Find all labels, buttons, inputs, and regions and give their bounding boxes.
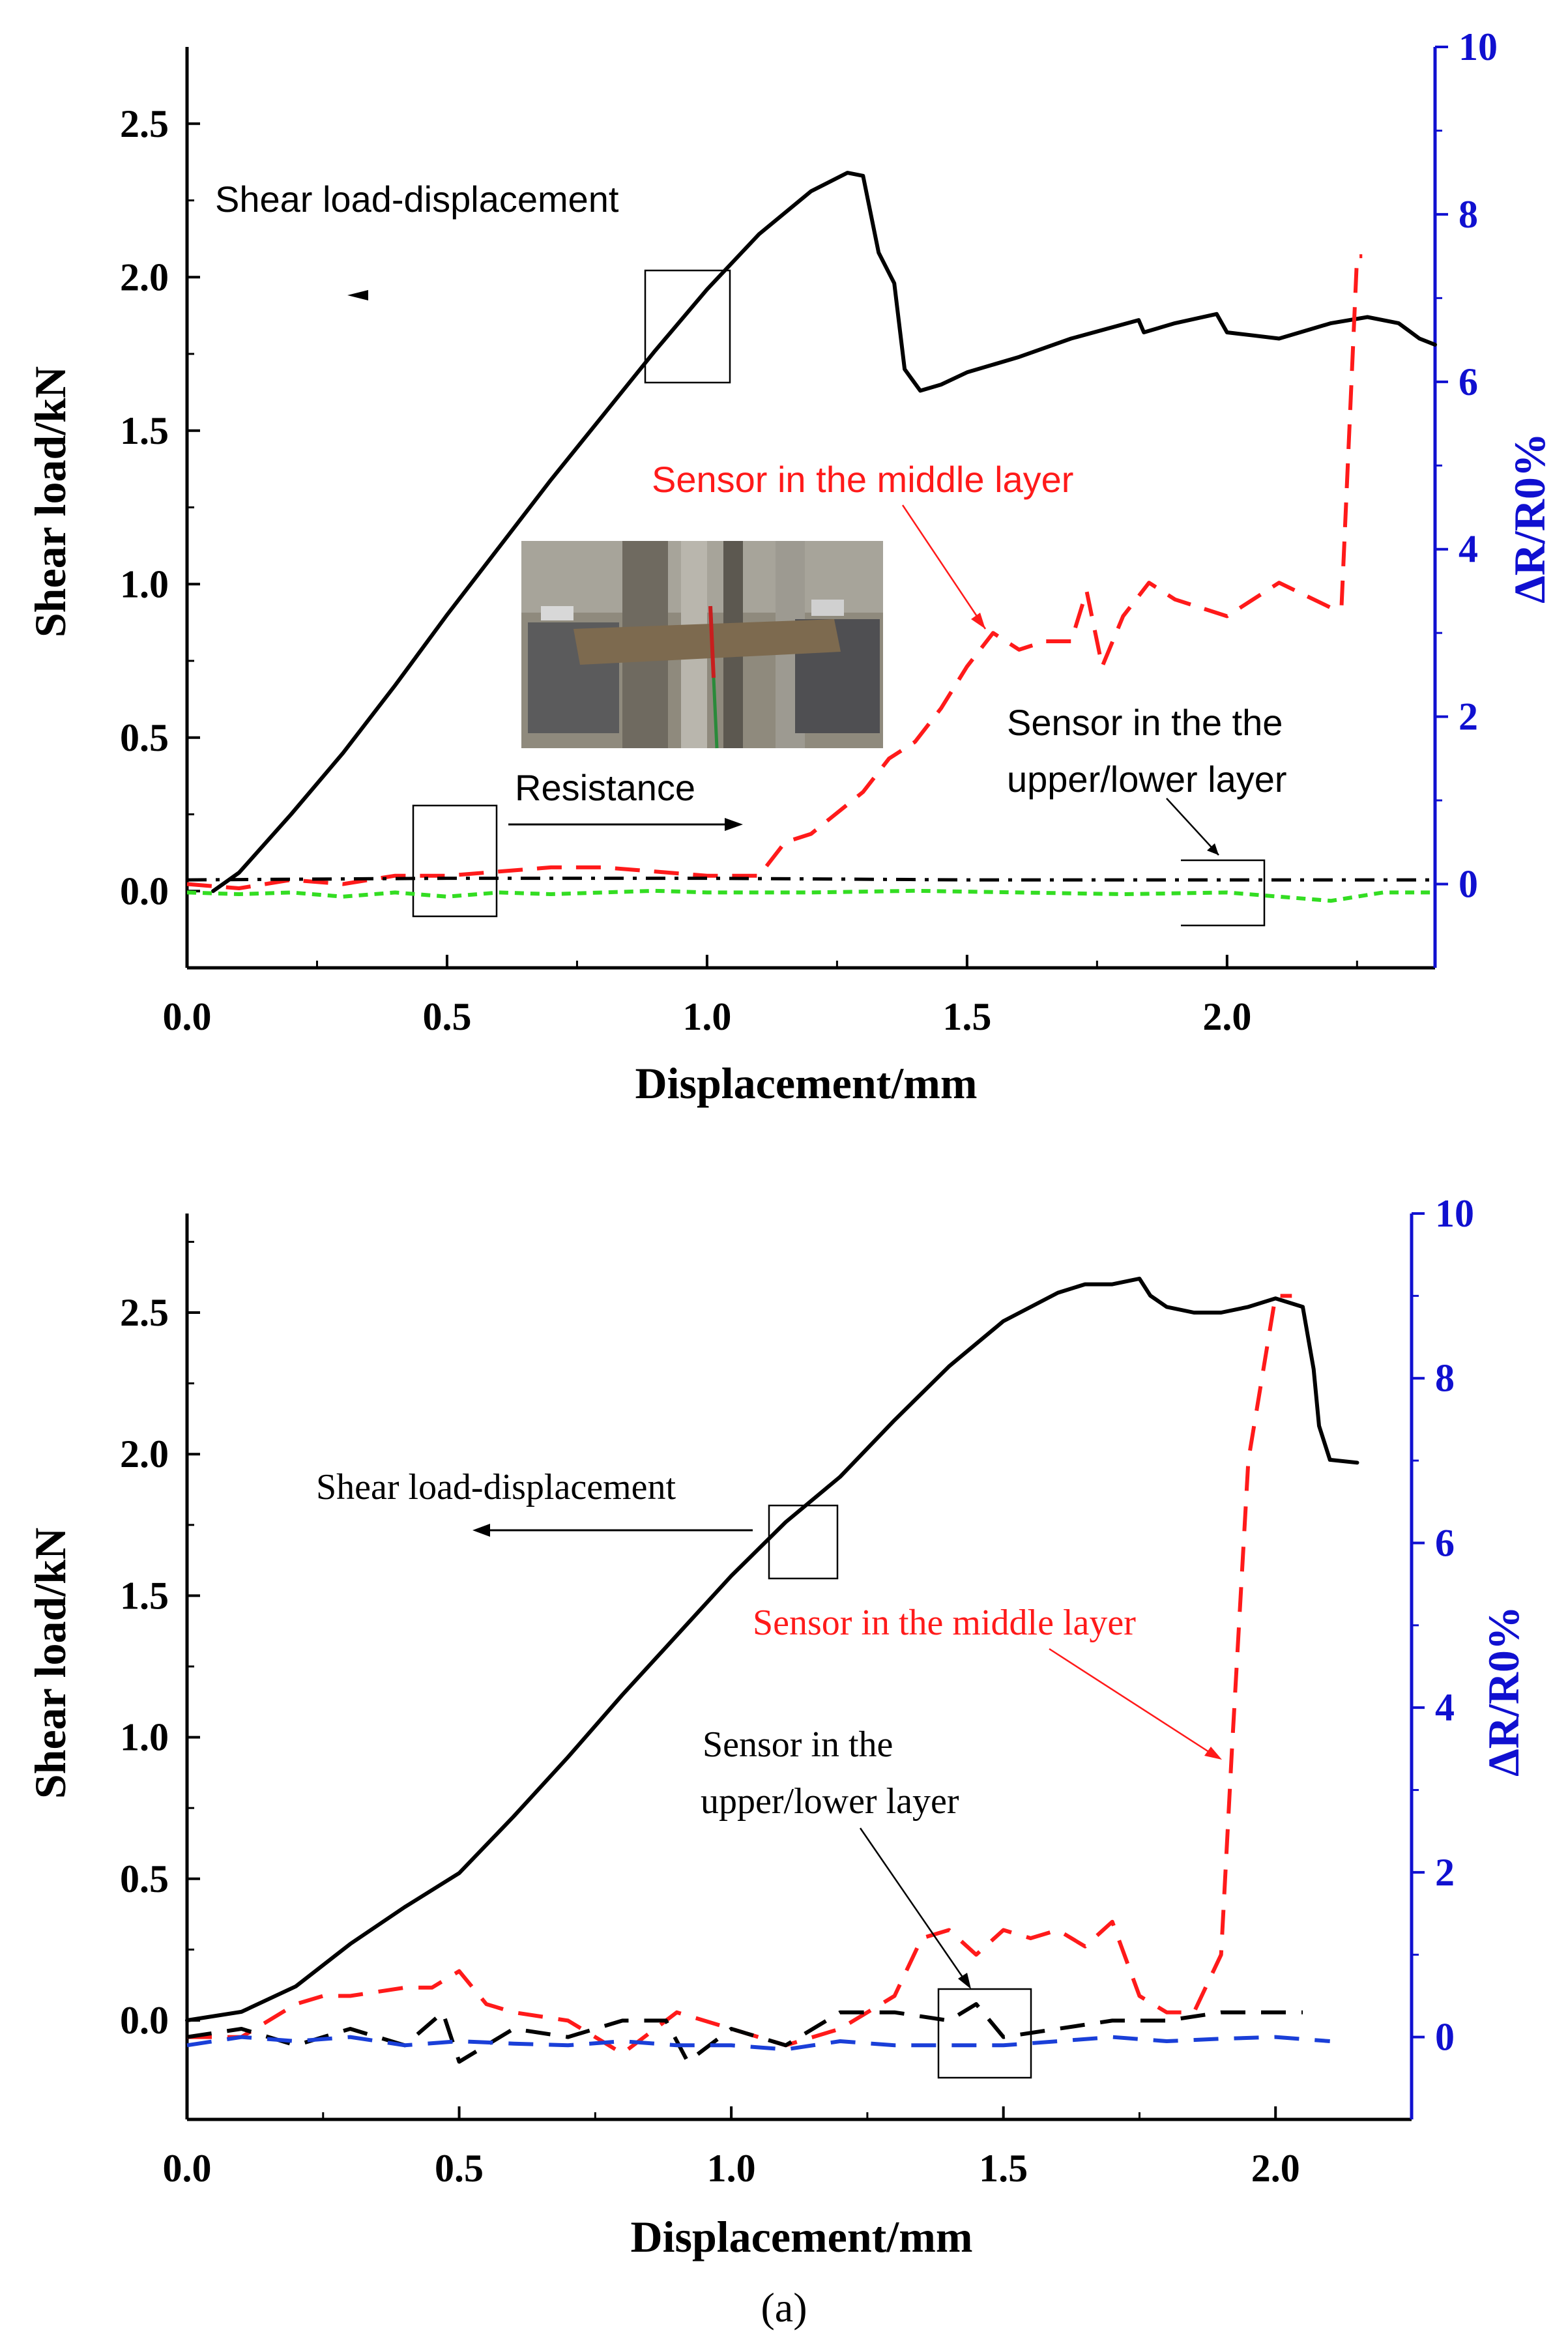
bottom-load-arrow-icon (472, 1524, 753, 1537)
top-load-arrow-icon (347, 290, 368, 300)
top-middle-annotation: Sensor in the middle layer (652, 459, 1073, 500)
top-resistance-arrow-icon (508, 818, 743, 831)
top-middle-layer-sensor-curve (186, 254, 1363, 890)
top-y2-tick-label: 4 (1459, 528, 1478, 571)
bottom-outer-annotation-line2: upper/lower layer (701, 1781, 959, 1822)
top-series-layer (186, 171, 1437, 903)
top-y2-tick-label: 8 (1459, 193, 1478, 236)
top-y-tick-label: 0.5 (120, 716, 169, 759)
top-shear-load-curve (211, 171, 1437, 894)
top-x-axis-title: Displacement/mm (635, 1058, 977, 1108)
top-outer-annotation-line1: Sensor in the the (1007, 702, 1283, 743)
bottom-x-tick-label: 0.5 (435, 2147, 484, 2190)
bottom-x-tick-label: 1.0 (707, 2147, 756, 2190)
bottom-outer-layer-sensor-curve (186, 2002, 1303, 2064)
bottom-y2-tick-label: 2 (1435, 1851, 1455, 1894)
bottom-chart: 0.0 0.5 1.0 1.5 2.0 0.0 0.5 1.0 1.5 2.0 2.5 0 2 4 6 8 10… (25, 1192, 1528, 2261)
top-y-tick-label: 2.0 (120, 255, 169, 298)
top-y2-tick-label: 0 (1459, 863, 1478, 906)
bottom-middle-annotation: Sensor in the middle layer (753, 1603, 1136, 1643)
bottom-outer-layer-sensor-curve-2 (186, 2035, 1330, 2052)
bottom-y-tick-label: 0.5 (120, 1857, 169, 1900)
top-outer-layer-sensor-curve (186, 877, 1435, 882)
top-y2-axis-title: ΔR/R0% (1505, 433, 1554, 603)
figure-caption: (a) (761, 2284, 807, 2331)
top-resistance-annotation: Resistance (515, 767, 695, 808)
bottom-plot-frame (185, 1214, 1414, 2121)
bottom-y2-axis-title: ΔR/R0% (1479, 1606, 1528, 1777)
bottom-y2-tick-label: 0 (1435, 2016, 1455, 2059)
bottom-y-tick-label: 1.5 (120, 1574, 169, 1617)
top-x-tick-label: 1.5 (942, 995, 991, 1038)
bottom-y2-tick-label: 6 (1435, 1521, 1455, 1564)
bottom-shear-load-curve (185, 1276, 1359, 2022)
bottom-y-tick-label: 2.5 (120, 1291, 169, 1334)
bottom-x-axis-title: Displacement/mm (630, 2212, 972, 2261)
bottom-y2-tick-label: 8 (1435, 1357, 1455, 1400)
top-outer-layer-sensor-curve-2 (186, 888, 1435, 903)
bottom-series-layer (185, 1276, 1359, 2064)
bottom-y2-tick-label: 4 (1435, 1686, 1455, 1729)
top-x-tick-label: 0.0 (163, 995, 212, 1038)
top-y2-tick-label: 10 (1459, 25, 1498, 68)
bottom-tick-marks (186, 1212, 1425, 2119)
top-x-tick-label: 0.5 (422, 995, 471, 1038)
top-x-tick-label: 1.0 (682, 995, 731, 1038)
top-chart: 0.0 0.5 1.0 1.5 2.0 0.0 0.5 1.0 1.5 2.0 2.5 0 2 4 6 8 10 (25, 25, 1554, 1108)
bottom-x-tick-label: 2.0 (1251, 2147, 1300, 2190)
top-y-tick-label: 2.5 (120, 102, 169, 145)
bottom-load-annotation: Shear load-displacement (316, 1467, 676, 1507)
bottom-outer-annotation-line1: Sensor in the (703, 1724, 893, 1765)
inset-specimen-photo (521, 541, 883, 749)
top-annotation-boxes (412, 269, 1266, 927)
bottom-middle-layer-sensor-curve (187, 1294, 1292, 2056)
top-outer-annotation-line2: upper/lower layer (1007, 759, 1287, 800)
bottom-middle-arrow-icon (1049, 1648, 1222, 1760)
bottom-y-tick-label: 2.0 (120, 1432, 169, 1476)
top-tick-labels: 0.0 0.5 1.0 1.5 2.0 0.0 0.5 1.0 1.5 2.0 2.5 0 2 4 6 8 10 (120, 25, 1498, 1038)
top-y-tick-label: 1.0 (120, 562, 169, 605)
bottom-y-tick-label: 1.0 (120, 1716, 169, 1759)
bottom-tick-labels: 0.0 0.5 1.0 1.5 2.0 0.0 0.5 1.0 1.5 2.0 2.5 0 2 4 6 8 10 (120, 1192, 1474, 2190)
top-load-annotation: Shear load-displacement (215, 179, 619, 220)
bottom-outer-arrow-icon (859, 1827, 971, 1989)
top-outer-arrow-icon (1166, 798, 1219, 856)
top-y-tick-label: 1.5 (120, 409, 169, 452)
bottom-y-tick-label: 0.0 (120, 1999, 169, 2042)
top-y-tick-label: 0.0 (120, 869, 169, 912)
top-x-tick-label: 2.0 (1202, 995, 1251, 1038)
bottom-y-axis-title: Shear load/kN (25, 1528, 75, 1799)
bottom-x-tick-label: 1.5 (979, 2147, 1028, 2190)
top-y2-tick-label: 2 (1459, 695, 1478, 738)
top-y2-tick-label: 6 (1459, 360, 1478, 403)
bottom-y2-tick-label: 10 (1435, 1192, 1474, 1235)
top-middle-arrow-icon (901, 504, 987, 630)
bottom-x-tick-label: 0.0 (163, 2147, 212, 2190)
top-y-axis-title: Shear load/kN (25, 366, 75, 637)
